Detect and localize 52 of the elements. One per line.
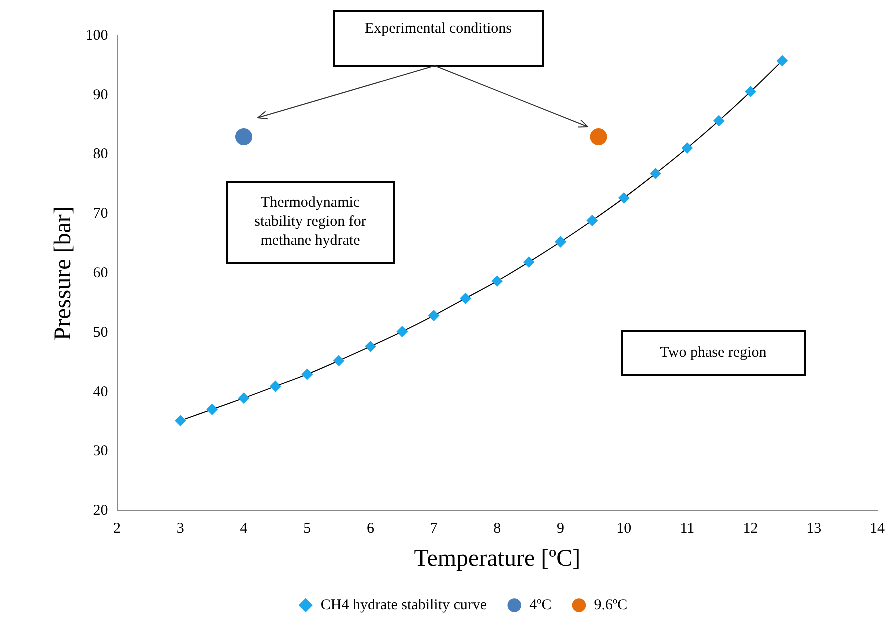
legend-label: 4ºC — [530, 597, 552, 614]
point — [365, 341, 376, 352]
y-tick-label: 40 — [93, 384, 108, 400]
annotation: Two phase region — [621, 330, 806, 376]
x-tick-label: 12 — [743, 521, 758, 538]
point — [428, 310, 440, 322]
y-axis-title: Pressure [bar] — [50, 206, 77, 341]
legend-label: 9.6ºC — [594, 597, 628, 614]
point — [682, 142, 693, 154]
y-tick-label: 60 — [93, 266, 108, 282]
point — [776, 55, 788, 66]
point — [590, 128, 608, 146]
x-tick-label: 3 — [176, 521, 184, 538]
y-tick-label: 30 — [93, 444, 108, 460]
point — [396, 326, 408, 338]
point — [206, 404, 218, 416]
point — [650, 168, 662, 180]
point — [460, 293, 472, 304]
point — [238, 392, 250, 404]
y-tick-label: 100 — [86, 28, 108, 44]
y-tick-label: 50 — [93, 324, 108, 341]
point — [714, 115, 725, 126]
y-tick-label: 90 — [93, 87, 108, 104]
x-tick-label: 8 — [494, 521, 502, 538]
legend-label: CH4 hydrate stability curve — [320, 597, 488, 614]
point — [745, 86, 756, 98]
point — [334, 355, 345, 366]
point — [524, 256, 535, 268]
annotation: Thermodynamic stability region for methane hydrate — [226, 181, 395, 264]
y-tick-label: 20 — [93, 503, 108, 520]
x-tick-label: 9 — [557, 521, 564, 538]
point — [302, 369, 313, 380]
x-tick-label: 7 — [430, 521, 438, 538]
y-tick-label: 70 — [93, 206, 108, 222]
y-tick-label: 80 — [93, 146, 108, 163]
x-tick-label: 11 — [680, 521, 695, 538]
point — [492, 276, 503, 287]
x-tick-label: 6 — [366, 521, 375, 538]
x-tick-label: 14 — [870, 521, 886, 538]
point — [175, 415, 186, 426]
point — [555, 236, 566, 248]
x-tick-label: 13 — [806, 521, 822, 538]
point — [586, 215, 598, 226]
x-axis-title: Temperature [ºC] — [414, 546, 581, 572]
x-tick-label: 4 — [240, 521, 248, 538]
x-tick-label: 5 — [304, 521, 312, 538]
x-tick-label: 10 — [616, 521, 632, 538]
annotation: Experimental conditions — [333, 10, 544, 67]
x-tick-label: 2 — [114, 521, 122, 538]
point — [618, 192, 630, 204]
point — [270, 380, 282, 392]
point — [236, 128, 252, 146]
